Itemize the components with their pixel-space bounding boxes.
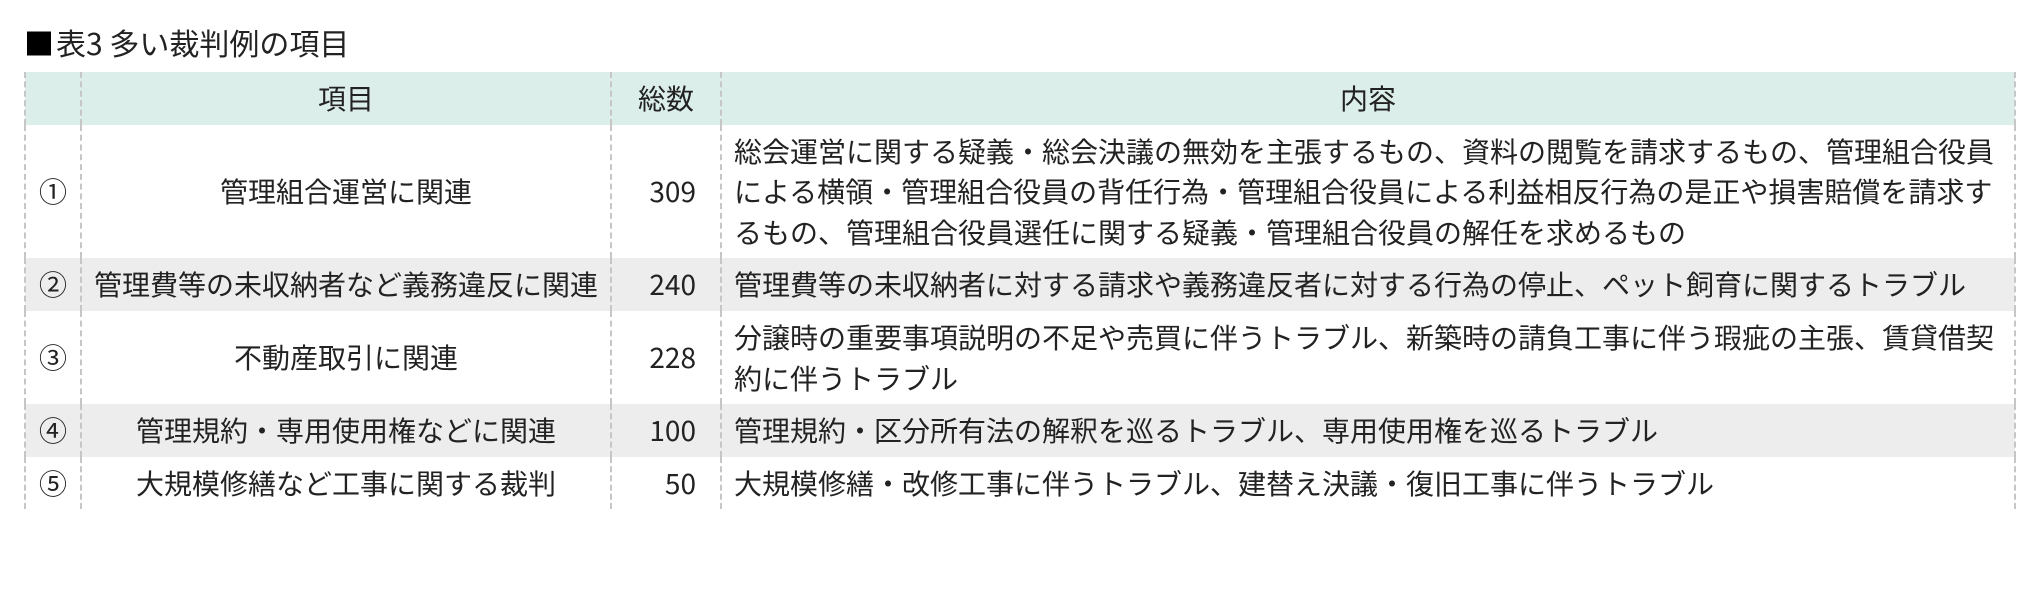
- cell-desc: 管理規約・区分所有法の解釈を巡るトラブル、専用使用権を巡るトラブル: [721, 404, 2015, 457]
- cell-desc: 分譲時の重要事項説明の不足や売買に伴うトラブル、新築時の請負工事に伴う瑕疵の主張…: [721, 311, 2015, 404]
- cell-count: 100: [611, 404, 721, 457]
- cell-desc: 管理費等の未収納者に対する請求や義務違反者に対する行為の停止、ペット飼育に関する…: [721, 258, 2015, 311]
- col-header-count: 総数: [611, 72, 721, 125]
- cell-num: ②: [25, 258, 81, 311]
- cell-num: ⑤: [25, 457, 81, 510]
- cell-count: 240: [611, 258, 721, 311]
- cell-count: 228: [611, 311, 721, 404]
- cell-desc: 総会運営に関する疑義・総会決議の無効を主張するもの、資料の閲覧を請求するもの、管…: [721, 125, 2015, 259]
- cell-item: 管理費等の未収納者など義務違反に関連: [81, 258, 611, 311]
- cell-count: 309: [611, 125, 721, 259]
- cell-desc: 大規模修繕・改修工事に伴うトラブル、建替え決議・復旧工事に伴うトラブル: [721, 457, 2015, 510]
- table-header-row: 項目 総数 内容: [25, 72, 2015, 125]
- col-header-desc: 内容: [721, 72, 2015, 125]
- cell-num: ①: [25, 125, 81, 259]
- col-header-num: [25, 72, 81, 125]
- table-title: ■表3 多い裁判例の項目: [24, 20, 2016, 64]
- cell-item: 不動産取引に関連: [81, 311, 611, 404]
- cell-item: 管理規約・専用使用権などに関連: [81, 404, 611, 457]
- table-row: ⑤大規模修繕など工事に関する裁判50大規模修繕・改修工事に伴うトラブル、建替え決…: [25, 457, 2015, 510]
- table-row: ②管理費等の未収納者など義務違反に関連240管理費等の未収納者に対する請求や義務…: [25, 258, 2015, 311]
- col-header-item: 項目: [81, 72, 611, 125]
- cell-item: 大規模修繕など工事に関する裁判: [81, 457, 611, 510]
- cases-table: 項目 総数 内容 ①管理組合運営に関連309総会運営に関する疑義・総会決議の無効…: [24, 72, 2016, 509]
- cell-count: 50: [611, 457, 721, 510]
- table-body: ①管理組合運営に関連309総会運営に関する疑義・総会決議の無効を主張するもの、資…: [25, 125, 2015, 510]
- table-row: ④管理規約・専用使用権などに関連100管理規約・区分所有法の解釈を巡るトラブル、…: [25, 404, 2015, 457]
- title-text: 表3 多い裁判例の項目: [56, 20, 349, 64]
- cell-num: ③: [25, 311, 81, 404]
- cell-item: 管理組合運営に関連: [81, 125, 611, 259]
- table-row: ①管理組合運営に関連309総会運営に関する疑義・総会決議の無効を主張するもの、資…: [25, 125, 2015, 259]
- cell-num: ④: [25, 404, 81, 457]
- table-row: ③不動産取引に関連228分譲時の重要事項説明の不足や売買に伴うトラブル、新築時の…: [25, 311, 2015, 404]
- title-marker: ■: [24, 20, 54, 64]
